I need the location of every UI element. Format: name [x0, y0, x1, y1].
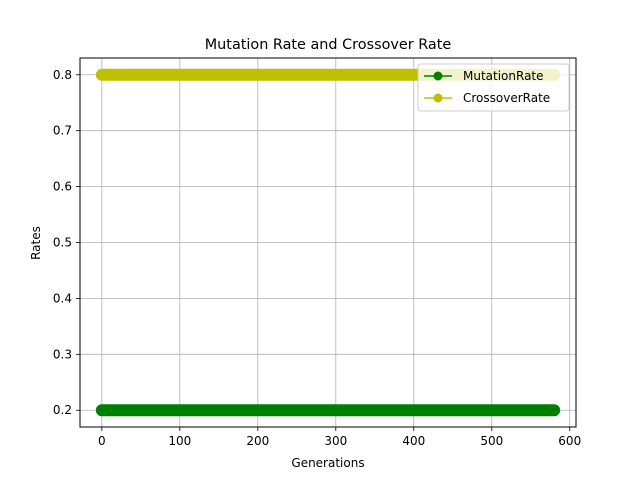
y-tick-label: 0.7	[53, 124, 72, 138]
legend-marker	[433, 93, 443, 103]
x-tick-label: 600	[558, 434, 581, 448]
legend: MutationRate CrossoverRate	[417, 63, 570, 112]
x-axis-ticks: 0 100 200 300 400 500 600	[98, 427, 581, 448]
y-axis-ticks: 0.2 0.3 0.4 0.5 0.6 0.7 0.8	[53, 68, 80, 417]
x-tick-label: 200	[246, 434, 269, 448]
x-axis-label: Generations	[291, 456, 364, 470]
legend-marker	[433, 71, 443, 81]
y-tick-label: 0.5	[53, 236, 72, 250]
y-axis-label: Rates	[29, 226, 43, 260]
data-point-marker	[549, 405, 560, 416]
y-tick-label: 0.2	[53, 403, 72, 417]
y-tick-label: 0.4	[53, 291, 72, 305]
x-tick-label: 400	[402, 434, 425, 448]
x-tick-label: 0	[98, 434, 106, 448]
legend-label: MutationRate	[463, 69, 544, 83]
legend-item: MutationRate	[424, 69, 544, 83]
legend-item: CrossoverRate	[424, 91, 550, 105]
legend-label: CrossoverRate	[463, 91, 550, 105]
series-mutationrate	[95, 404, 561, 417]
y-tick-label: 0.3	[53, 347, 72, 361]
y-tick-label: 0.6	[53, 180, 72, 194]
x-tick-label: 100	[168, 434, 191, 448]
y-tick-label: 0.8	[53, 68, 72, 82]
x-tick-label: 300	[324, 434, 347, 448]
data-point-marker	[96, 405, 107, 416]
data-point-marker	[96, 69, 107, 80]
chart-title: Mutation Rate and Crossover Rate	[205, 37, 452, 53]
legend-box	[417, 63, 570, 112]
x-tick-label: 500	[480, 434, 503, 448]
